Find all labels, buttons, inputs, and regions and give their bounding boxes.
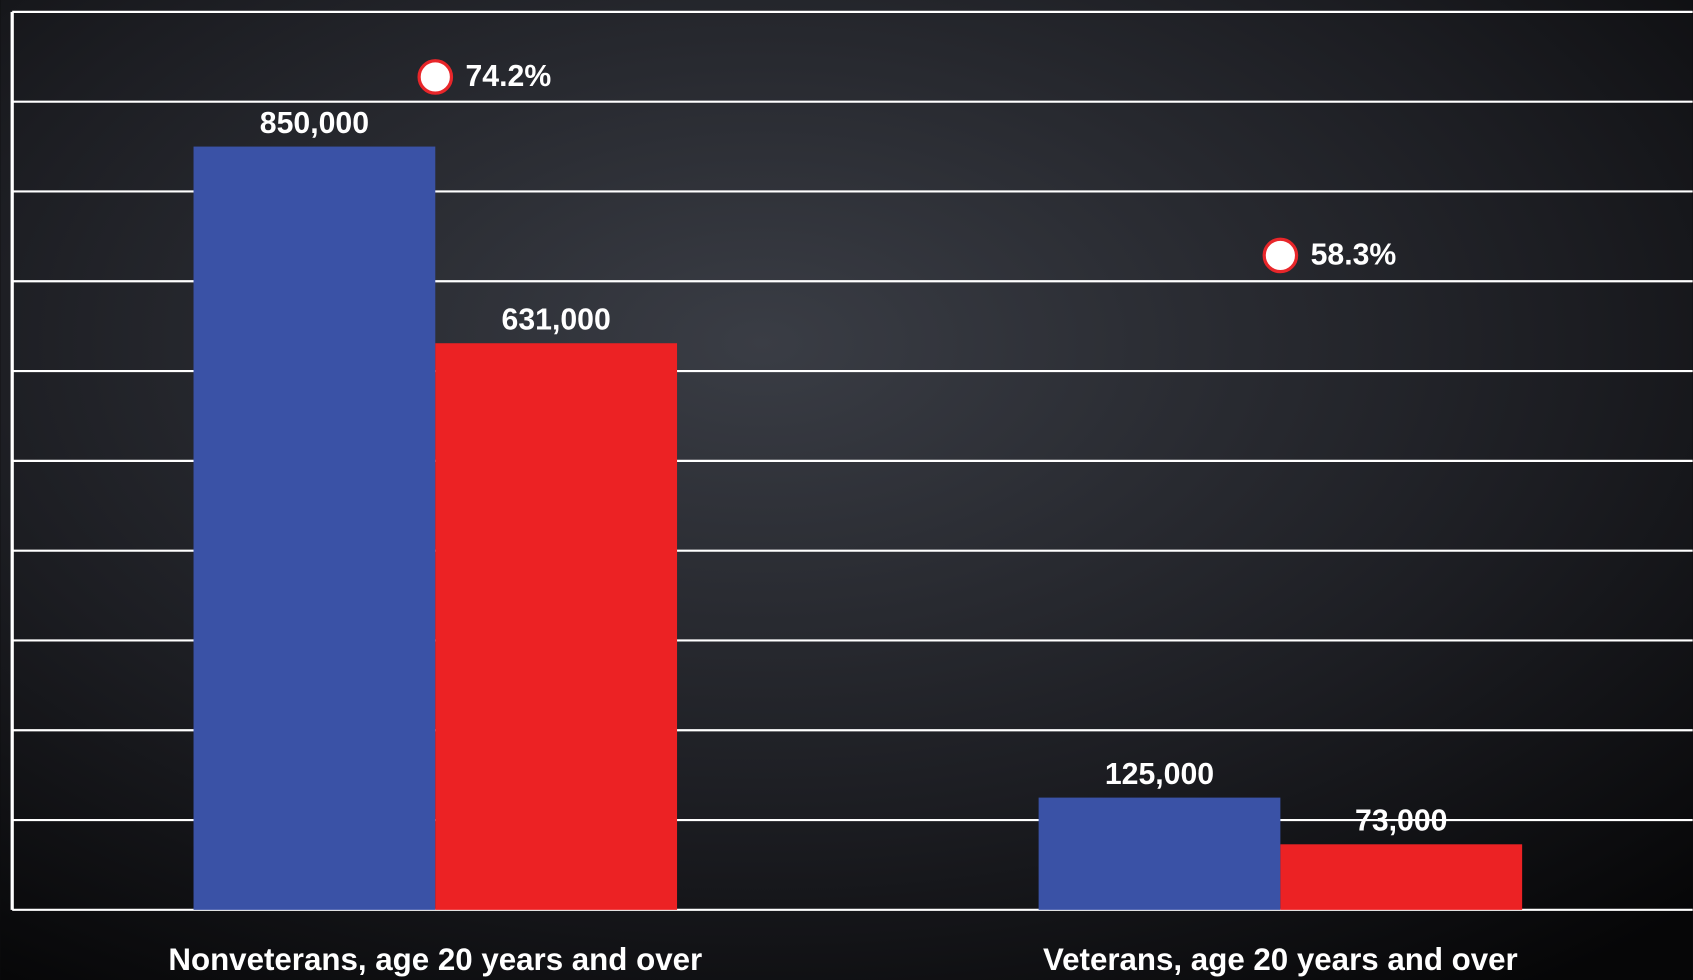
bar [435,343,678,910]
percent-label: 74.2% [466,60,552,93]
percent-dot [417,59,454,95]
bar [1038,797,1281,910]
value-label: 631,000 [502,304,611,337]
x-tick-label: Nonveterans, age 20 years and over [168,942,702,977]
x-tick-label: Veterans, age 20 years and over [1043,942,1518,977]
percent-label: 58.3% [1311,239,1397,272]
bar [193,146,436,910]
value-label: 73,000 [1355,805,1447,838]
percent-dot [1262,237,1299,274]
value-label: 125,000 [1105,758,1214,791]
value-label: 850,000 [260,107,369,140]
bar [1280,844,1523,910]
